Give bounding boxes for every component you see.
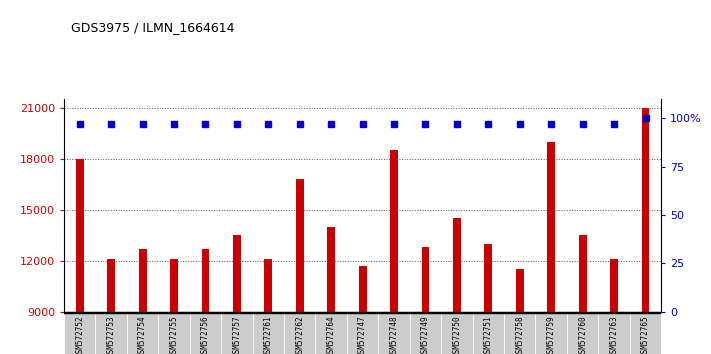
Bar bbox=[599, 313, 630, 354]
Bar bbox=[159, 313, 190, 354]
Bar bbox=[284, 313, 316, 354]
Text: GSM572747: GSM572747 bbox=[358, 315, 367, 354]
Bar bbox=[221, 313, 252, 354]
Text: GSM572753: GSM572753 bbox=[107, 315, 116, 354]
Bar bbox=[453, 218, 461, 312]
Text: GSM572756: GSM572756 bbox=[201, 315, 210, 354]
Bar bbox=[296, 179, 304, 312]
Bar bbox=[378, 313, 410, 354]
Bar bbox=[347, 313, 378, 354]
Text: GSM572748: GSM572748 bbox=[390, 315, 399, 354]
Bar bbox=[127, 313, 159, 354]
Text: GSM572761: GSM572761 bbox=[264, 315, 273, 354]
Text: GSM572750: GSM572750 bbox=[452, 315, 461, 354]
Bar bbox=[95, 313, 127, 354]
Bar bbox=[422, 247, 429, 312]
Bar bbox=[484, 244, 492, 312]
Bar bbox=[107, 259, 115, 312]
Bar bbox=[516, 269, 524, 312]
Bar bbox=[641, 108, 649, 312]
Bar bbox=[190, 313, 221, 354]
Text: GSM572762: GSM572762 bbox=[295, 315, 304, 354]
Bar bbox=[64, 313, 95, 354]
Bar bbox=[547, 142, 555, 312]
Bar bbox=[170, 259, 178, 312]
Text: GSM572757: GSM572757 bbox=[232, 315, 241, 354]
Bar bbox=[473, 313, 504, 354]
Text: GSM572749: GSM572749 bbox=[421, 315, 430, 354]
Bar bbox=[535, 313, 567, 354]
Bar bbox=[442, 313, 473, 354]
Bar bbox=[390, 150, 398, 312]
Bar bbox=[630, 313, 661, 354]
Bar bbox=[139, 249, 146, 312]
Bar bbox=[233, 235, 241, 312]
Bar bbox=[504, 313, 535, 354]
Text: GSM572765: GSM572765 bbox=[641, 315, 650, 354]
Bar bbox=[264, 259, 272, 312]
Text: GSM572751: GSM572751 bbox=[484, 315, 493, 354]
Bar bbox=[579, 235, 587, 312]
Text: GSM572764: GSM572764 bbox=[326, 315, 336, 354]
Bar bbox=[567, 313, 599, 354]
Text: GSM572754: GSM572754 bbox=[138, 315, 147, 354]
Text: GDS3975 / ILMN_1664614: GDS3975 / ILMN_1664614 bbox=[71, 21, 235, 34]
Bar bbox=[201, 249, 209, 312]
Bar bbox=[410, 313, 442, 354]
Text: GSM572755: GSM572755 bbox=[169, 315, 178, 354]
Text: GSM572763: GSM572763 bbox=[609, 315, 619, 354]
Bar bbox=[316, 313, 347, 354]
Text: GSM572760: GSM572760 bbox=[578, 315, 587, 354]
Bar bbox=[252, 313, 284, 354]
Bar bbox=[610, 259, 618, 312]
Bar bbox=[327, 227, 335, 312]
Text: GSM572759: GSM572759 bbox=[547, 315, 556, 354]
Bar bbox=[76, 159, 84, 312]
Bar bbox=[358, 266, 367, 312]
Text: GSM572752: GSM572752 bbox=[75, 315, 84, 354]
Text: GSM572758: GSM572758 bbox=[515, 315, 524, 354]
